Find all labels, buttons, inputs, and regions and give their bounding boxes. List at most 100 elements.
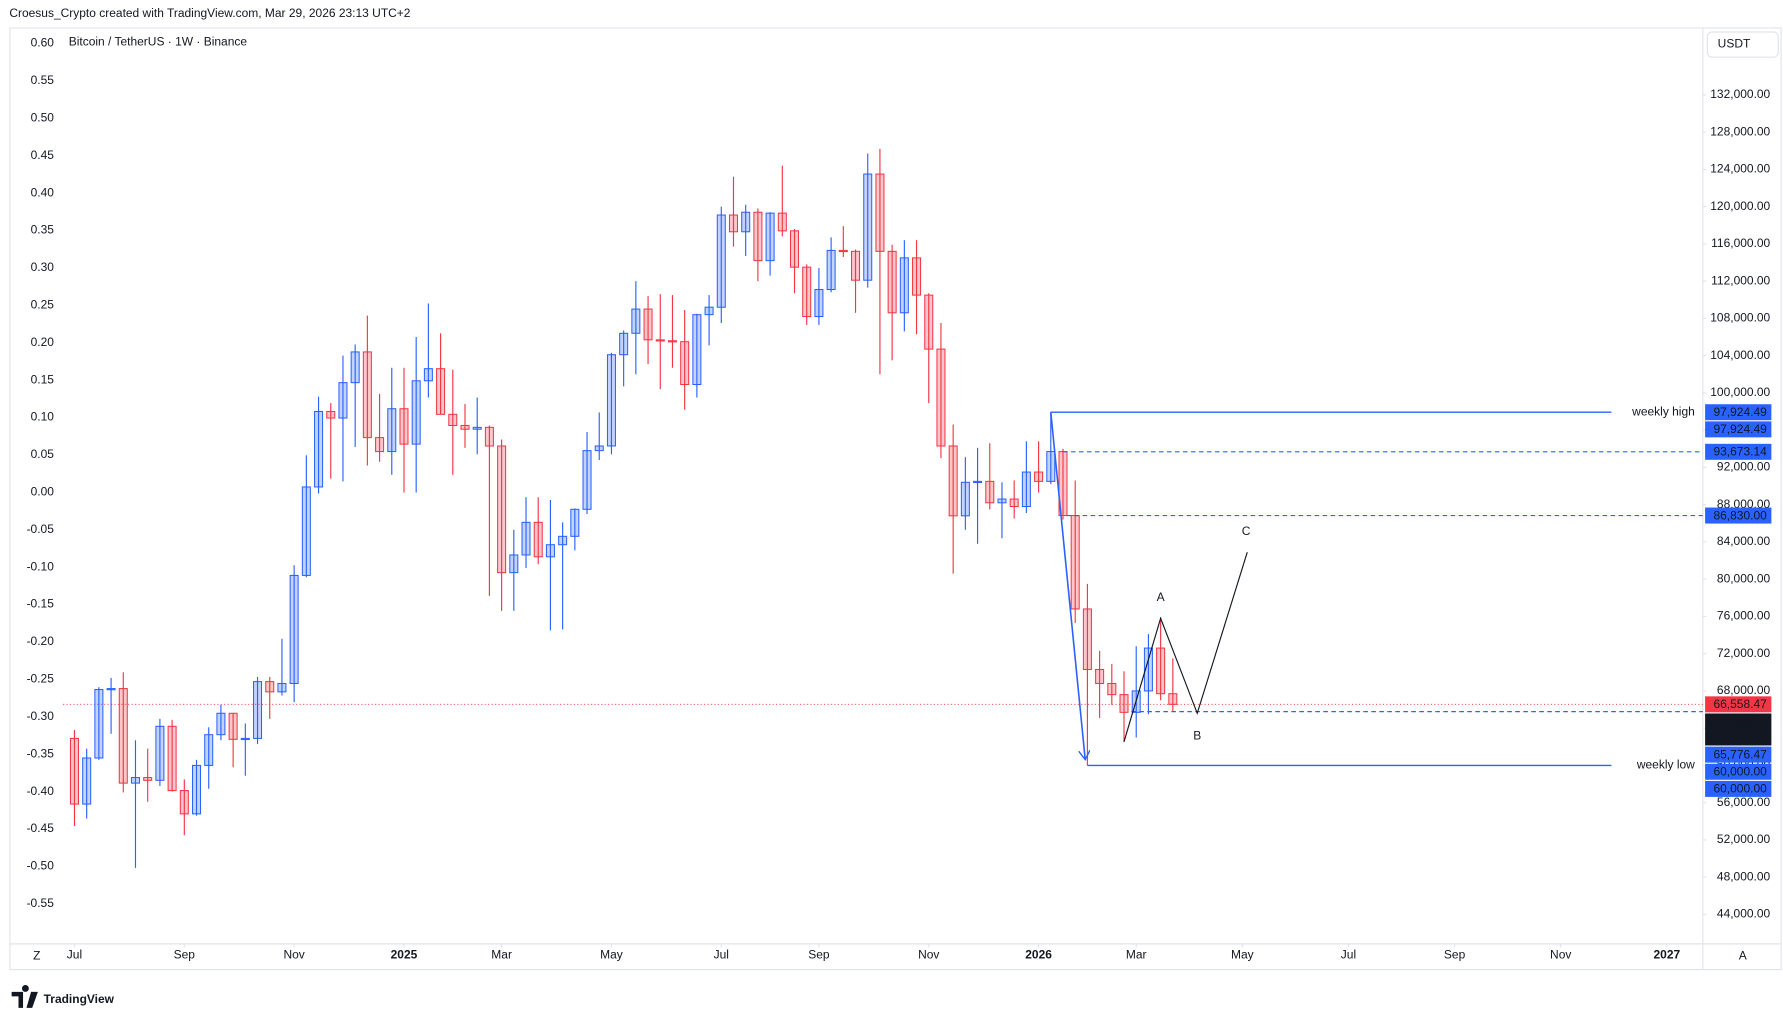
candle-body: [985, 480, 995, 504]
candle: [899, 240, 909, 332]
candle: [875, 148, 885, 375]
candle-body: [1143, 647, 1153, 692]
candle-body: [106, 688, 116, 691]
y2-tick-label: 0.10: [31, 410, 55, 424]
x-tick-label: 2027: [1654, 947, 1681, 961]
candle-body: [680, 341, 690, 386]
candle: [484, 425, 494, 596]
y2-tick-label: 0.40: [31, 185, 55, 199]
y2-tick-label: 0.60: [31, 36, 55, 50]
y2-tick-label: -0.50: [27, 859, 55, 873]
candle: [1168, 658, 1178, 712]
candle-body: [777, 212, 787, 232]
y2-tick-label: 0.55: [31, 73, 55, 87]
y-tick-label: 68,000.00: [1717, 683, 1771, 697]
candle: [228, 712, 238, 768]
candle: [387, 367, 397, 475]
price-label-box: [1705, 780, 1772, 797]
candle-body: [1046, 451, 1056, 482]
candle-body: [436, 368, 446, 415]
currency[interactable]: USDT: [1718, 37, 1751, 51]
y-tick-label: 92,000.00: [1717, 460, 1771, 474]
candle: [716, 206, 726, 324]
candle: [448, 369, 458, 475]
candle-body: [875, 173, 885, 252]
y-tick-label: 56,000.00: [1717, 795, 1771, 809]
candle: [960, 457, 970, 530]
candle-body: [838, 249, 848, 253]
y2-tick-label: -0.35: [27, 746, 55, 760]
candle: [94, 687, 104, 760]
candle-body: [789, 230, 800, 268]
candle: [863, 153, 873, 288]
candle: [106, 677, 116, 734]
candle: [582, 432, 592, 514]
candle-body: [191, 764, 202, 815]
auto-button[interactable]: A: [1739, 949, 1747, 963]
candle: [680, 310, 690, 410]
y-tick-label: 76,000.00: [1717, 609, 1771, 623]
y-tick-label: 80,000.00: [1717, 571, 1771, 585]
candle-body: [887, 250, 897, 314]
candle: [1156, 617, 1166, 701]
y-tick-label: 132,000.00: [1710, 87, 1770, 101]
weekly-line-label: weekly low: [1636, 758, 1695, 772]
price-label-box: [1705, 443, 1772, 460]
candle-body: [1095, 668, 1105, 684]
candle: [375, 393, 385, 462]
y2-tick-label: 0.05: [31, 447, 55, 461]
candle: [655, 294, 665, 390]
x-tick-label: Jul: [1341, 947, 1356, 961]
y2-tick-label: 0.35: [31, 223, 55, 237]
candle: [765, 212, 775, 276]
x-tick-label: Nov: [283, 947, 304, 961]
candle-body: [314, 411, 324, 488]
candle-body: [802, 266, 812, 318]
candle: [777, 165, 787, 237]
candle: [1070, 480, 1080, 623]
candle: [277, 638, 287, 696]
candle: [667, 295, 677, 368]
y-tick-label: 116,000.00: [1711, 236, 1770, 250]
candle-body: [240, 737, 250, 741]
candle: [985, 443, 995, 510]
y2-tick-label: -0.10: [27, 559, 55, 573]
candle-body: [667, 340, 677, 343]
candle: [155, 718, 165, 786]
y2-tick-label: -0.55: [27, 896, 55, 910]
price-label-box: [1705, 696, 1772, 713]
candle-body: [179, 790, 189, 815]
weekly-line-label: weekly high: [1631, 404, 1695, 418]
candle: [399, 367, 409, 493]
currency-box[interactable]: [1706, 31, 1779, 58]
x-tick-label: Jul: [714, 947, 729, 961]
candle: [314, 396, 324, 494]
abc-path: [1123, 551, 1248, 742]
candle: [265, 676, 275, 719]
candle-body: [387, 408, 397, 453]
candle: [253, 676, 263, 745]
price-label: 66,558.47: [1713, 697, 1767, 711]
candle-body: [997, 498, 1007, 504]
candle-body: [753, 211, 763, 262]
candle-body: [973, 480, 983, 484]
candle-body: [484, 426, 494, 447]
candle: [472, 397, 482, 455]
y2-tick-label: -0.20: [27, 634, 55, 648]
candle: [130, 740, 141, 868]
candle-body: [582, 450, 592, 510]
y-tick-label: 128,000.00: [1710, 124, 1770, 138]
candle-body: [899, 257, 909, 314]
y-tick-label: 100,000.00: [1710, 385, 1770, 399]
candle-body: [606, 354, 616, 447]
candle-body: [338, 382, 348, 419]
candle-body: [497, 445, 507, 574]
wave-label: C: [1242, 524, 1251, 538]
candle: [423, 303, 433, 398]
candle: [460, 404, 470, 448]
candle-body: [448, 413, 458, 427]
price-label: 66,558.47: [1713, 714, 1767, 728]
z-button[interactable]: Z: [33, 949, 40, 963]
candle: [167, 719, 177, 792]
